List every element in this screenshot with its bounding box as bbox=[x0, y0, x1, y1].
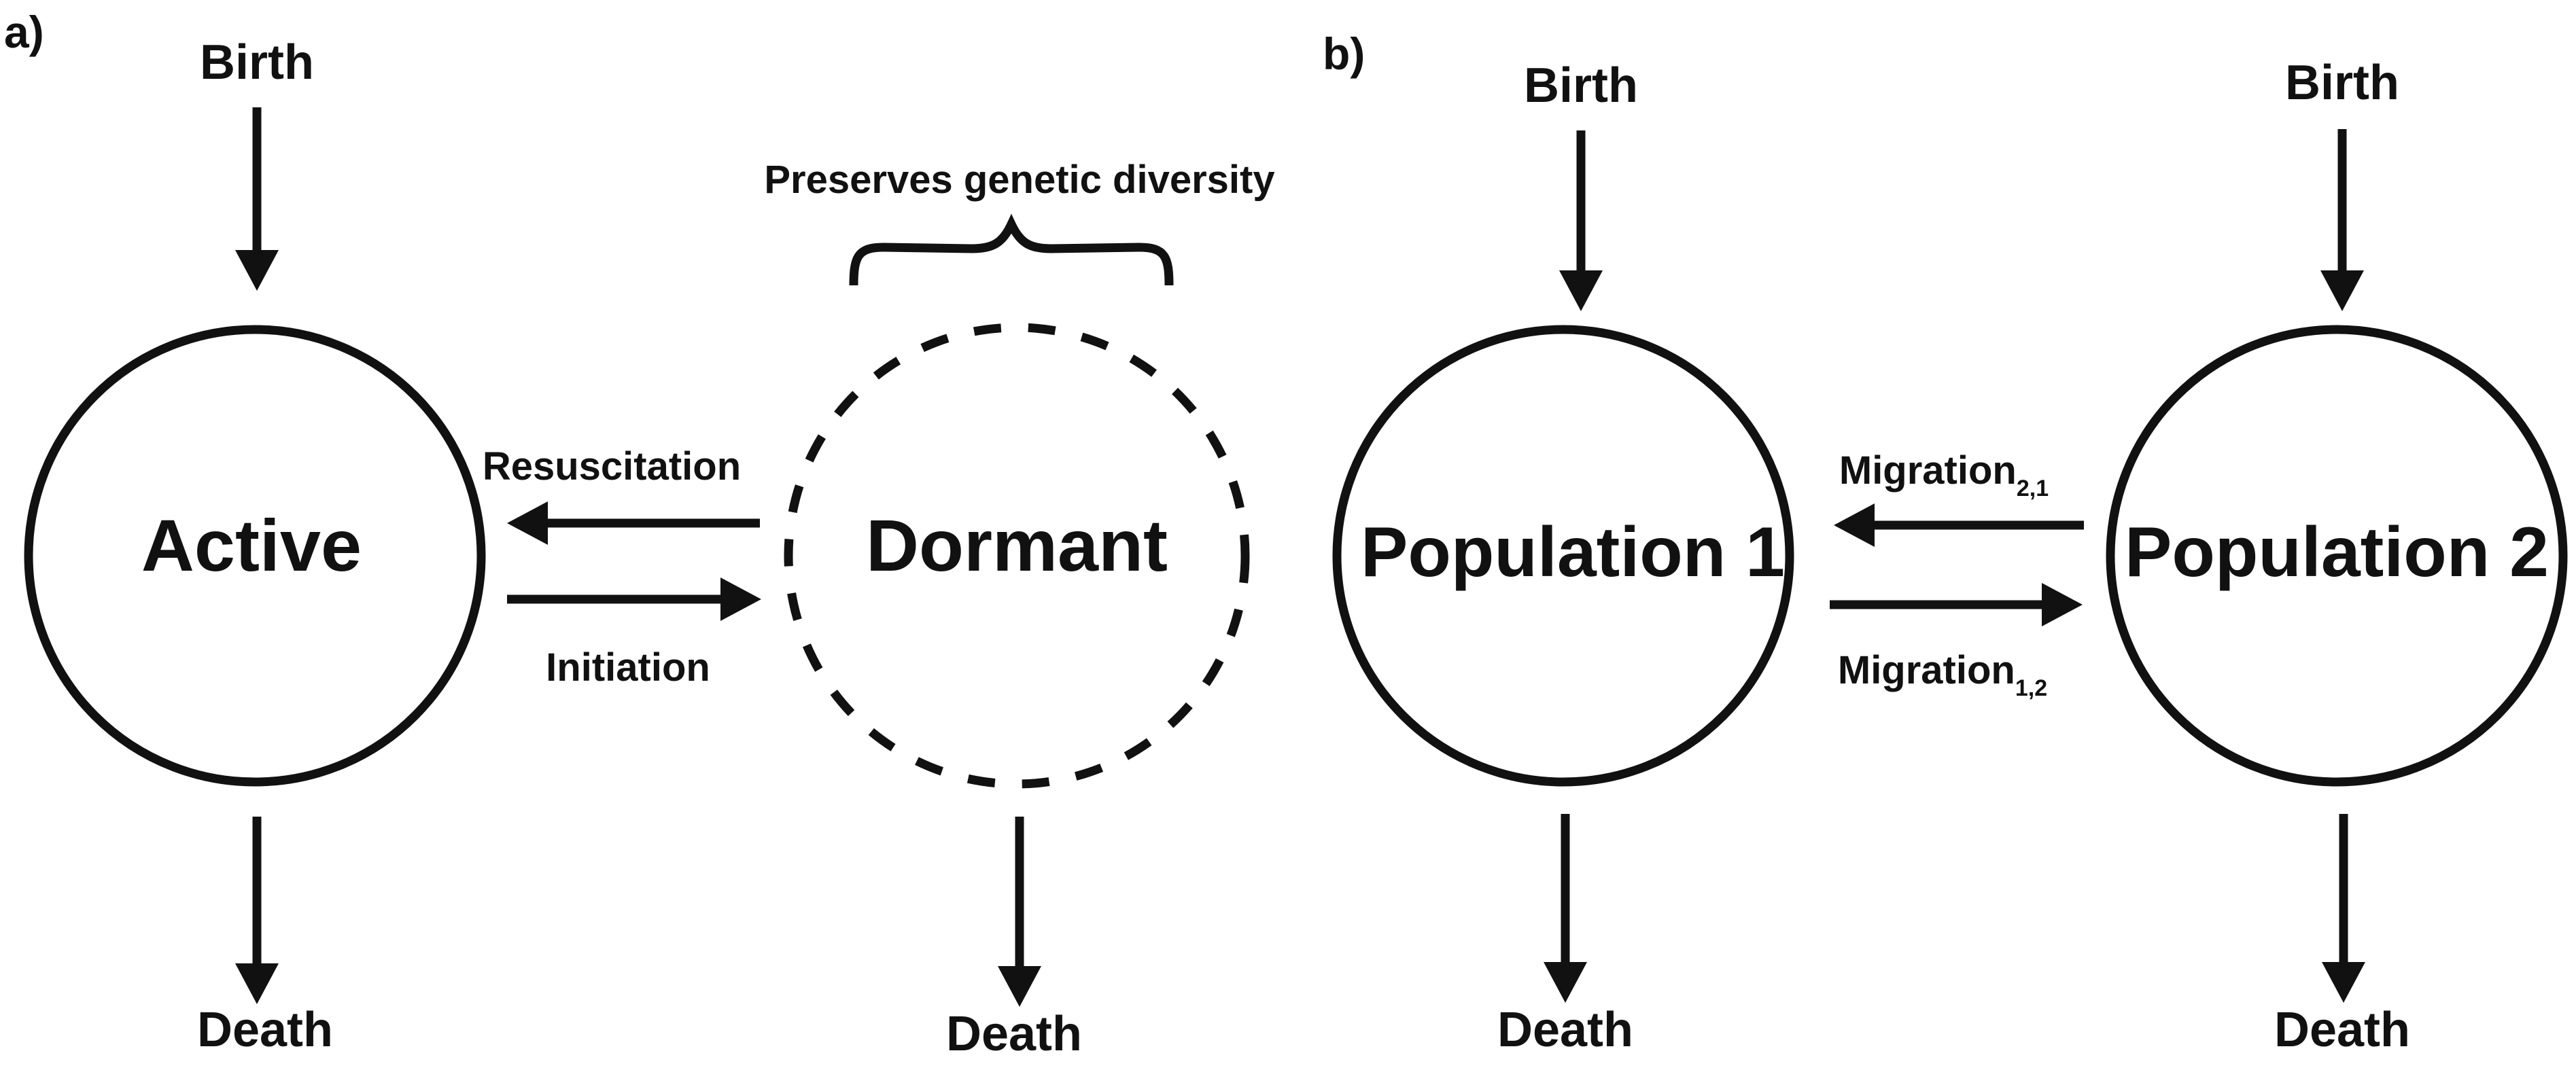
population-1-node bbox=[1332, 325, 1794, 787]
population-1-birth-label: Birth bbox=[1524, 58, 1638, 113]
migration-2-1-subscript: 2,1 bbox=[2017, 476, 2049, 501]
active-birth-label: Birth bbox=[200, 35, 314, 90]
population-1-death-label: Death bbox=[1497, 1003, 1633, 1057]
dormant-node bbox=[784, 323, 1250, 789]
population-2-node bbox=[2106, 325, 2568, 787]
genetic-diversity-label: Preserves genetic diversity bbox=[764, 158, 1274, 202]
panel-b-label: b) bbox=[1323, 29, 1365, 79]
population-1-death-arrow-head bbox=[1544, 962, 1587, 1003]
population-2-label: Population 2 bbox=[2125, 513, 2549, 592]
population-2-death-arrow-head bbox=[2322, 962, 2365, 1003]
migration-2-1-base: Migration bbox=[1839, 448, 2017, 493]
active-node bbox=[24, 325, 486, 787]
resuscitation-label: Resuscitation bbox=[483, 444, 741, 488]
panel-a-label: a) bbox=[4, 7, 44, 57]
migration-1-2-subscript: 1,2 bbox=[2015, 675, 2047, 701]
active-birth-arrow-head bbox=[235, 250, 279, 291]
migration-2-1-label: Migration2,1 bbox=[1839, 448, 2049, 501]
dormant-death-arrow-head bbox=[998, 966, 1041, 1007]
active-death-label: Death bbox=[197, 1003, 333, 1057]
genetic-diversity-brace bbox=[849, 213, 1174, 286]
active-death-arrow-head bbox=[235, 963, 279, 1004]
initiation-arrow-head bbox=[720, 577, 761, 621]
resuscitation-arrow-head bbox=[507, 501, 548, 545]
dormant-label: Dormant bbox=[866, 504, 1168, 586]
population-1-birth-arrow-head bbox=[1559, 270, 1603, 311]
initiation-label: Initiation bbox=[546, 645, 710, 690]
active-label: Active bbox=[141, 504, 362, 586]
population-2-birth-label: Birth bbox=[2285, 56, 2399, 110]
population-2-birth-arrow-head bbox=[2320, 270, 2364, 311]
population-2-death-label: Death bbox=[2274, 1003, 2410, 1057]
dormant-death-label: Death bbox=[946, 1007, 1082, 1061]
migration-2-1-arrow-head bbox=[1834, 503, 1875, 547]
migration-1-2-label: Migration1,2 bbox=[1838, 648, 2047, 701]
migration-1-2-arrow-head bbox=[2042, 583, 2083, 626]
migration-1-2-base: Migration bbox=[1838, 648, 2015, 692]
population-1-label: Population 1 bbox=[1361, 513, 1785, 592]
